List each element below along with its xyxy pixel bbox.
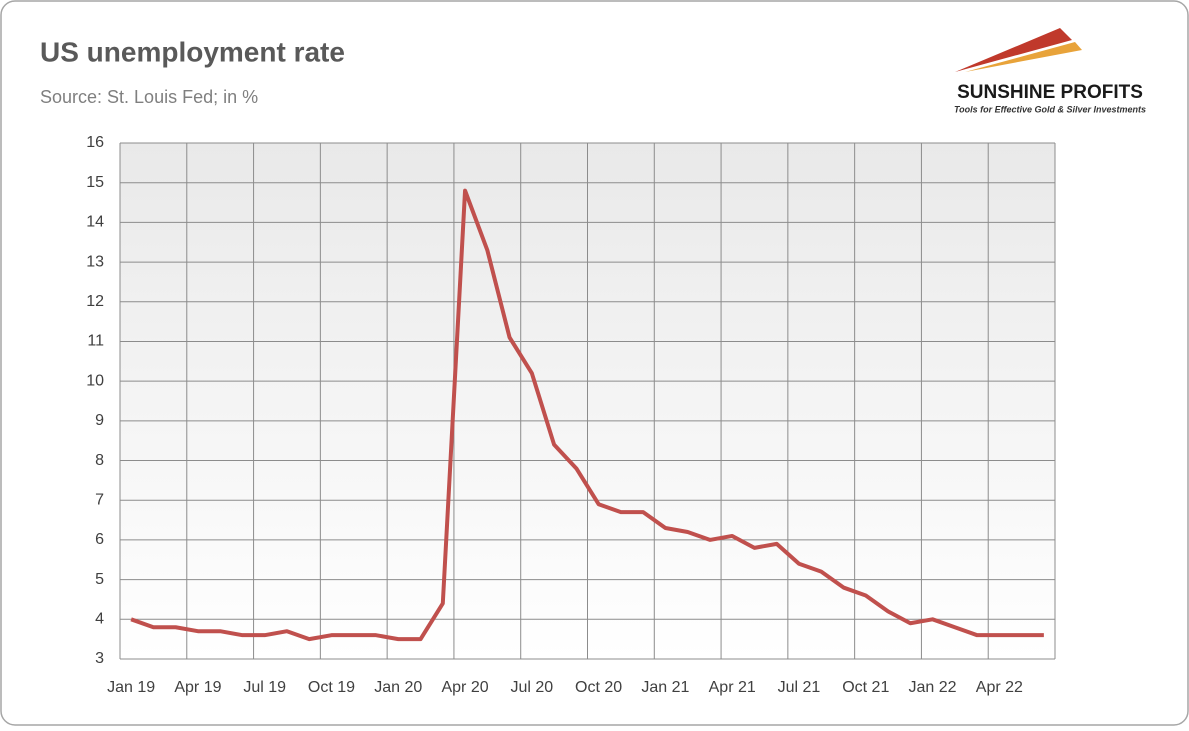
logo-swoosh [965,42,1082,72]
logo-name: SUNSHINE PROFITS [957,82,1143,103]
chart-title: US unemployment rate [40,36,345,67]
y-tick-label: 4 [95,611,104,628]
logo-tagline: Tools for Effective Gold & Silver Invest… [954,104,1146,114]
x-tick-label: Apr 21 [709,679,756,696]
x-tick-label: Jan 22 [909,679,957,696]
x-tick-label: Jan 20 [374,679,422,696]
y-tick-label: 6 [95,531,104,548]
y-tick-label: 15 [86,174,104,191]
y-tick-label: 5 [95,571,104,588]
y-tick-label: 3 [95,650,104,667]
x-tick-label: Apr 22 [976,679,1023,696]
y-tick-label: 10 [86,372,104,389]
y-tick-label: 11 [87,333,104,350]
x-tick-label: Oct 21 [842,679,889,696]
y-tick-label: 9 [95,412,104,429]
logo: SUNSHINE PROFITS Tools for Effective Gol… [954,28,1146,114]
chart-subtitle: Source: St. Louis Fed; in % [40,87,258,107]
y-tick-label: 13 [86,253,104,270]
x-tick-label: Apr 20 [441,679,488,696]
x-tick-label: Jul 19 [243,679,286,696]
x-tick-label: Oct 19 [308,679,355,696]
x-tick-label: Jul 21 [778,679,821,696]
x-tick-label: Jul 20 [510,679,553,696]
line-series [130,188,1044,642]
logo-swoosh [955,28,1072,72]
y-tick-label: 7 [95,491,104,508]
x-tick-label: Oct 20 [575,679,622,696]
y-tick-label: 8 [95,452,104,469]
x-tick-label: Jan 21 [641,679,689,696]
x-tick-label: Jan 19 [107,679,155,696]
x-tick-label: Apr 19 [174,679,221,696]
y-tick-label: 12 [86,293,104,310]
y-tick-label: 16 [86,134,104,151]
y-tick-label: 14 [86,214,104,231]
